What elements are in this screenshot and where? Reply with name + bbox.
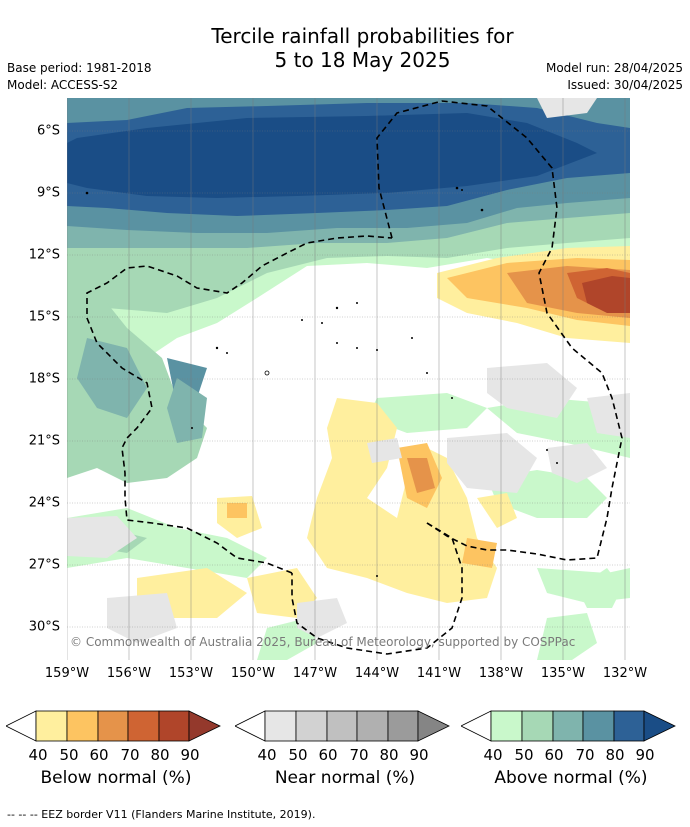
near-normal-regions (67, 98, 630, 643)
map-gridlines (67, 98, 630, 660)
tick-near-40: 40 (257, 746, 277, 764)
swatch-above-40 (490, 710, 523, 742)
lon-label-150w: 150°W (230, 666, 276, 681)
legend-ticks-near: 40 50 60 70 80 90 (235, 746, 455, 768)
legend-title-below: Below normal (%) (40, 768, 192, 788)
lon-label-132w: 132°W (602, 666, 648, 681)
tick-below-60: 60 (89, 746, 109, 764)
tick-near-80: 80 (379, 746, 399, 764)
lon-label-144w: 144°W (354, 666, 400, 681)
metadata-left: Base period: 1981-2018 Model: ACCESS-S2 (7, 60, 152, 94)
lat-label-18s: 18°S (28, 371, 60, 387)
swatch-above-60 (552, 710, 584, 742)
title-line-1: Tercile rainfall probabilities for (211, 24, 514, 48)
lat-label-15s: 15°S (28, 309, 60, 325)
lat-label-30s: 30°S (28, 619, 60, 635)
lat-label-6s: 6°S (36, 123, 60, 139)
tick-above-50: 50 (514, 746, 534, 764)
lon-label-141w: 141°W (416, 666, 462, 681)
tick-above-60: 60 (544, 746, 564, 764)
legend-near-normal: 40 50 60 70 80 90 Near normal (%) (234, 710, 455, 788)
model-text: Model: ACCESS-S2 (7, 78, 119, 92)
base-period-text: Base period: 1981-2018 (7, 61, 152, 75)
swatch-below-40 (35, 710, 68, 742)
tick-near-60: 60 (318, 746, 338, 764)
copyright-notice: © Commonwealth of Australia 2025, Bureau… (70, 635, 575, 649)
lon-label-153w: 153°W (168, 666, 214, 681)
lon-label-135w: 135°W (540, 666, 586, 681)
swatch-below-90 (188, 710, 221, 742)
tick-below-50: 50 (59, 746, 79, 764)
map-canvas: © Commonwealth of Australia 2025, Bureau… (67, 98, 630, 660)
swatch-below-70 (127, 710, 160, 742)
swatch-near-80 (387, 710, 419, 742)
title-line-2: 5 to 18 May 2025 (274, 48, 451, 72)
legend-title-above: Above normal (%) (494, 768, 648, 788)
swatch-above-70 (582, 710, 615, 742)
swatch-below-60 (97, 710, 129, 742)
swatch-above-80 (613, 710, 645, 742)
legend-ticks-below: 40 50 60 70 80 90 (6, 746, 226, 768)
swatch-above-90 (643, 710, 676, 742)
probability-map: © Commonwealth of Australia 2025, Bureau… (67, 98, 630, 660)
colorbar-below-normal (5, 710, 221, 742)
legend-ticks-above: 40 50 60 70 80 90 (461, 746, 681, 768)
tick-below-80: 80 (150, 746, 170, 764)
tick-below-70: 70 (120, 746, 140, 764)
colorbar-near-normal (234, 710, 450, 742)
swatch-near-60 (326, 710, 358, 742)
lat-label-27s: 27°S (28, 557, 60, 573)
model-run-text: Model run: 28/04/2025 (545, 61, 683, 75)
swatch-near-40 (264, 710, 297, 742)
lon-label-147w: 147°W (292, 666, 338, 681)
swatch-below-50 (66, 710, 99, 742)
eez-border (86, 100, 623, 655)
above-normal-regions (67, 98, 630, 660)
lat-label-9s: 9°S (36, 185, 60, 201)
metadata-right: Model run: 28/04/2025 Issued: 30/04/2025 (546, 60, 683, 94)
swatch-below-80 (158, 710, 190, 742)
tick-above-80: 80 (605, 746, 625, 764)
lat-label-24s: 24°S (28, 495, 60, 511)
tick-near-50: 50 (288, 746, 308, 764)
island-markers (85, 186, 558, 577)
tick-below-40: 40 (28, 746, 48, 764)
lat-label-21s: 21°S (28, 433, 60, 449)
tick-near-90: 90 (409, 746, 429, 764)
legend-above-normal: 40 50 60 70 80 90 Above normal (%) (460, 710, 681, 788)
eez-footnote: -- -- -- EEZ border V11 (Flanders Marine… (7, 808, 316, 821)
below-normal-regions (137, 246, 630, 618)
tick-below-90: 90 (180, 746, 200, 764)
legend-title-near: Near normal (%) (274, 768, 416, 788)
tick-near-70: 70 (349, 746, 369, 764)
lon-label-156w: 156°W (106, 666, 152, 681)
lon-label-159w: 159°W (44, 666, 90, 681)
map-title: Tercile rainfall probabilities for 5 to … (0, 24, 690, 72)
swatch-near-50 (295, 710, 328, 742)
colorbar-above-normal (460, 710, 676, 742)
lat-label-12s: 12°S (28, 247, 60, 263)
tick-above-90: 90 (635, 746, 655, 764)
swatch-above-50 (521, 710, 554, 742)
tick-above-40: 40 (483, 746, 503, 764)
legend-below-normal: 40 50 60 70 80 90 Below normal (%) (5, 710, 226, 788)
lon-label-138w: 138°W (478, 666, 524, 681)
swatch-near-90 (417, 710, 450, 742)
issued-text: Issued: 30/04/2025 (567, 78, 683, 92)
tick-above-70: 70 (575, 746, 595, 764)
swatch-near-70 (356, 710, 389, 742)
